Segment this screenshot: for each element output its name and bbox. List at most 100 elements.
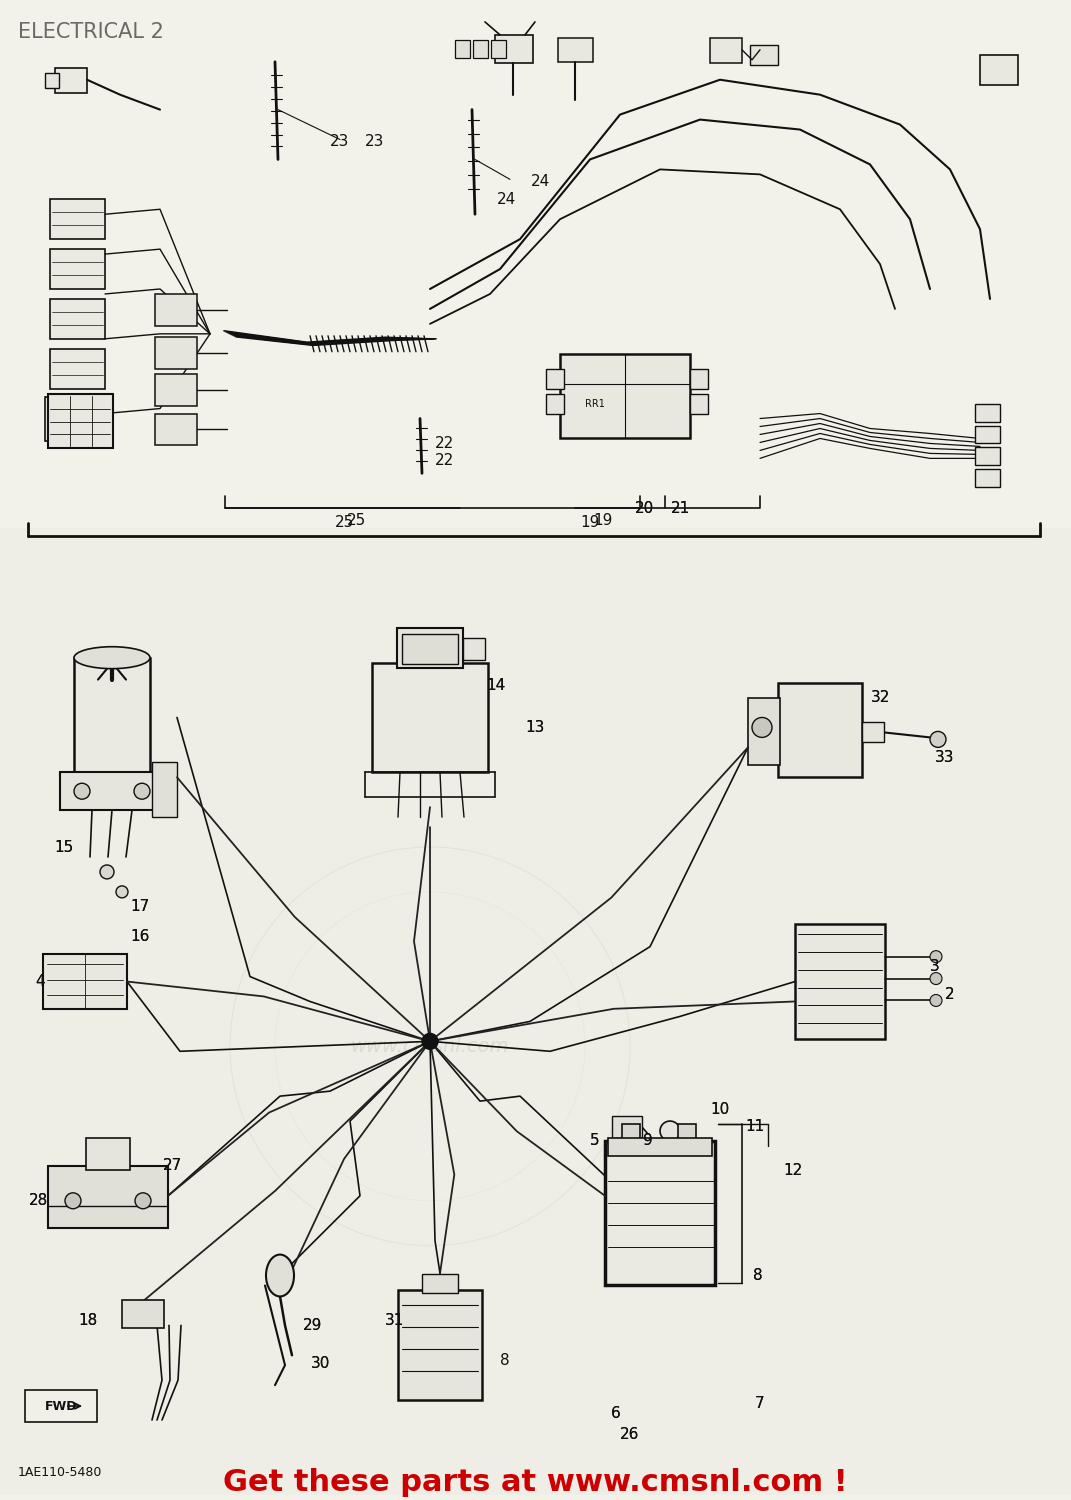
Text: 14: 14 (486, 678, 506, 693)
Text: 4: 4 (35, 974, 45, 988)
Text: 26: 26 (620, 1428, 639, 1443)
Bar (608, 1138, 712, 1156)
Bar (546, 369, 564, 388)
Bar (45, 72, 59, 87)
Text: 31: 31 (386, 1312, 405, 1328)
Text: 9: 9 (643, 1134, 653, 1149)
Bar (560, 354, 690, 438)
Bar (612, 1116, 642, 1138)
Circle shape (422, 1034, 438, 1050)
Text: 17: 17 (131, 900, 150, 915)
Text: 18: 18 (78, 1312, 97, 1328)
Bar (155, 338, 197, 369)
Text: 2: 2 (946, 987, 955, 1002)
Text: 15: 15 (55, 840, 74, 855)
Circle shape (116, 886, 129, 898)
Bar (748, 698, 780, 765)
Text: 6: 6 (612, 1406, 621, 1420)
Bar (710, 38, 742, 63)
Bar (122, 1300, 164, 1329)
Bar (43, 954, 127, 1010)
Bar (155, 374, 197, 405)
Bar (0, 528, 1071, 1494)
Bar (495, 34, 533, 63)
Bar (975, 426, 1000, 444)
Circle shape (135, 1192, 151, 1209)
Text: 1AE110-5480: 1AE110-5480 (18, 1467, 103, 1479)
Circle shape (930, 994, 942, 1006)
Text: 25: 25 (335, 514, 355, 529)
Bar (795, 924, 885, 1040)
Text: 6: 6 (612, 1406, 621, 1420)
Text: 7: 7 (755, 1395, 765, 1410)
Bar (491, 40, 506, 58)
Text: www.cmsnl.com: www.cmsnl.com (350, 1036, 509, 1056)
Text: 15: 15 (55, 840, 74, 855)
Text: 30: 30 (311, 1356, 330, 1371)
Text: 20: 20 (635, 501, 654, 516)
Text: 16: 16 (131, 928, 150, 944)
Bar (975, 470, 1000, 488)
Text: 21: 21 (670, 501, 690, 516)
Text: 21: 21 (670, 501, 690, 516)
Bar (778, 682, 862, 777)
Text: 28: 28 (28, 1194, 47, 1209)
Bar (50, 200, 105, 238)
Circle shape (930, 951, 942, 963)
Text: FWD: FWD (45, 1400, 77, 1413)
Bar (605, 1142, 715, 1286)
Text: 16: 16 (131, 928, 150, 944)
Text: 8: 8 (500, 1353, 510, 1368)
Text: RR1: RR1 (585, 399, 605, 408)
Text: 24: 24 (497, 192, 516, 207)
Bar (50, 298, 105, 339)
Bar (678, 1124, 696, 1142)
Text: 11: 11 (745, 1119, 765, 1134)
Bar (48, 1166, 168, 1227)
Text: 32: 32 (871, 690, 890, 705)
Bar (862, 723, 884, 742)
Text: 26: 26 (620, 1428, 639, 1443)
Text: 17: 17 (131, 900, 150, 915)
Bar (152, 762, 177, 818)
Text: 20: 20 (635, 501, 654, 516)
Text: 5: 5 (590, 1134, 600, 1149)
Text: 12: 12 (783, 1164, 802, 1179)
Text: 13: 13 (525, 720, 545, 735)
Ellipse shape (266, 1254, 295, 1296)
Bar (422, 1274, 458, 1293)
Bar (455, 40, 470, 58)
Bar (372, 663, 488, 772)
Bar (463, 638, 485, 660)
Text: 11: 11 (745, 1119, 765, 1134)
Text: 12: 12 (783, 1164, 802, 1179)
Circle shape (618, 1119, 642, 1143)
Text: 7: 7 (755, 1395, 765, 1410)
Text: 23: 23 (330, 134, 350, 148)
Bar (402, 634, 458, 663)
Bar (155, 414, 197, 446)
Text: 18: 18 (78, 1312, 97, 1328)
Text: 32: 32 (871, 690, 890, 705)
Bar (86, 1138, 130, 1170)
Circle shape (74, 783, 90, 800)
Bar (975, 447, 1000, 465)
Bar (74, 657, 150, 777)
Bar (55, 68, 87, 93)
Bar (398, 1290, 482, 1400)
Bar (546, 393, 564, 414)
Text: 22: 22 (436, 453, 454, 468)
Circle shape (752, 717, 772, 738)
Bar (980, 56, 1019, 84)
Text: 19: 19 (580, 514, 600, 529)
Bar (473, 40, 488, 58)
Text: 28: 28 (28, 1194, 47, 1209)
Bar (45, 396, 105, 441)
Text: 3: 3 (930, 958, 940, 974)
Text: 13: 13 (525, 720, 545, 735)
Bar (48, 393, 114, 448)
Circle shape (134, 783, 150, 800)
Text: 27: 27 (163, 1158, 182, 1173)
Text: 25: 25 (346, 513, 365, 528)
Ellipse shape (74, 646, 150, 669)
